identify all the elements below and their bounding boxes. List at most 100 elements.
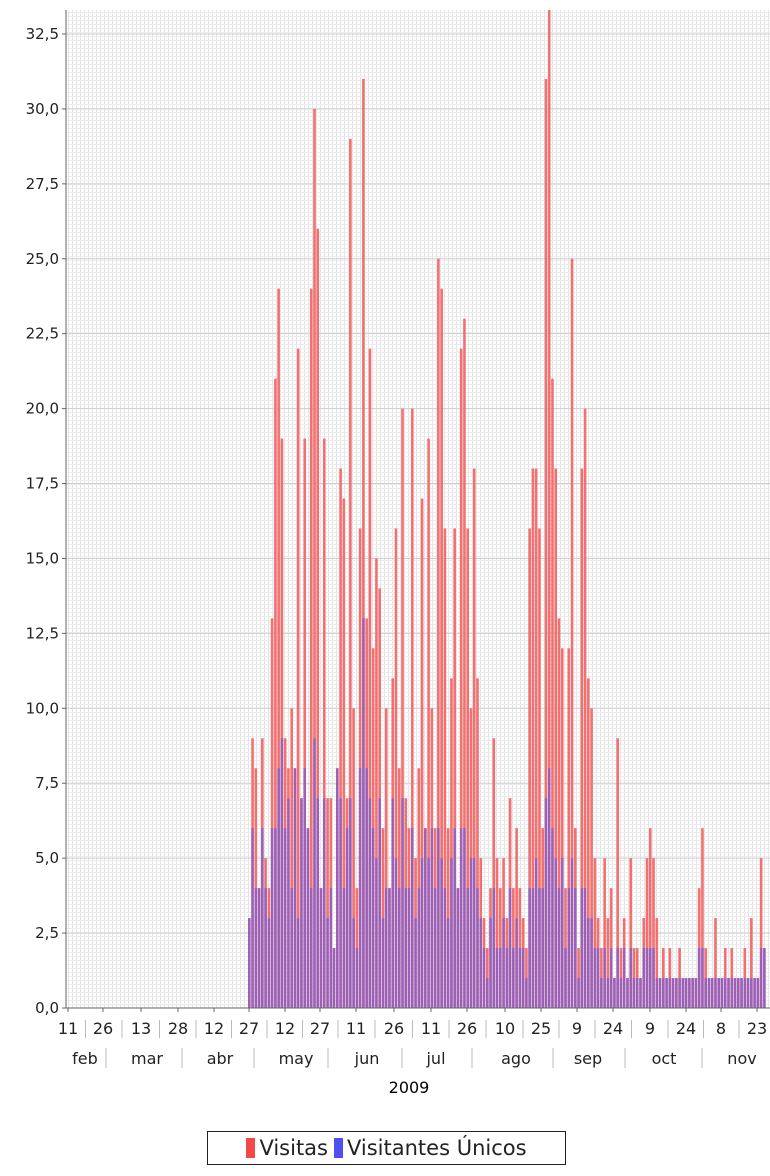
legend-label-visitas: Visitas: [259, 1136, 328, 1160]
bar-visitantes-unicos: [283, 828, 287, 1008]
bar-visitantes-unicos: [737, 978, 740, 1008]
bar-visitas: [274, 378, 277, 1009]
bar-visitantes-unicos: [606, 978, 610, 1008]
bar-visitantes-unicos: [342, 888, 346, 1008]
bar-visitantes-unicos: [450, 858, 453, 1008]
chart-legend: Visitas Visitantes Únicos: [207, 1131, 566, 1165]
y-tick-label: 2,5: [35, 924, 59, 942]
bar-visitantes-unicos: [417, 888, 421, 1008]
bar-visitantes-unicos: [261, 828, 264, 1008]
bar-visitantes-unicos: [427, 858, 430, 1008]
bar-visitas: [567, 648, 571, 1008]
bar-visitas: [750, 918, 753, 1008]
bar-visitantes-unicos: [339, 798, 342, 1008]
bar-visitas: [583, 408, 587, 1008]
bar-visitantes-unicos: [544, 798, 548, 1008]
bar-visitas: [463, 318, 466, 1009]
x-tick-label: 12: [204, 1019, 224, 1038]
bar-visitantes-unicos: [440, 858, 443, 1008]
bar-visitantes-unicos: [534, 858, 538, 1008]
bar-visitantes-unicos: [430, 828, 434, 1008]
bar-visitantes-unicos: [352, 918, 355, 1008]
bar-visitantes-unicos: [639, 978, 642, 1008]
bar-visitantes-unicos: [697, 948, 701, 1008]
bar-visitas: [339, 468, 342, 1008]
bar-visitantes-unicos: [759, 948, 763, 1008]
x-tick-label: 23: [747, 1019, 767, 1038]
bar-visitantes-unicos: [371, 828, 375, 1008]
bar-visitas: [606, 918, 610, 1008]
bar-visitantes-unicos: [306, 828, 310, 1008]
series-visitantes-unicos: [248, 618, 766, 1008]
bar-visitantes-unicos: [648, 948, 652, 1008]
bar-visitantes-unicos: [600, 978, 603, 1008]
bar-visitantes-unicos: [401, 798, 404, 1008]
x-tick-label: 24: [676, 1019, 696, 1038]
bar-visitantes-unicos: [743, 978, 747, 1008]
bar-visitas: [531, 468, 535, 1008]
bar-visitantes-unicos: [326, 918, 329, 1008]
bar-visitantes-unicos: [316, 798, 320, 1008]
bar-visitas: [303, 438, 307, 1008]
bar-visitantes-unicos: [521, 948, 525, 1008]
bar-visitas: [290, 708, 293, 1008]
bar-visitantes-unicos: [248, 918, 251, 1008]
bar-visitantes-unicos: [257, 888, 261, 1008]
bar-visitantes-unicos: [388, 888, 391, 1008]
bar-visitantes-unicos: [397, 888, 401, 1008]
bar-visitantes-unicos: [508, 888, 512, 1008]
x-month-label: jun: [354, 1049, 380, 1068]
bar-visitantes-unicos: [635, 978, 639, 1008]
bar-visitas: [495, 858, 499, 1008]
legend-swatch-visitantes-unicos: [334, 1138, 343, 1158]
bar-visitas: [326, 798, 329, 1008]
y-tick-label: 15,0: [26, 549, 59, 567]
bar-visitantes-unicos: [446, 918, 450, 1008]
bar-visitas: [652, 858, 655, 1008]
bar-visitantes-unicos: [329, 888, 333, 1008]
bar-visitas: [534, 468, 538, 1008]
bar-visitas: [560, 648, 564, 1008]
bar-visitantes-unicos: [694, 978, 698, 1008]
x-tick-label: 10: [495, 1019, 515, 1038]
bar-visitas: [313, 108, 316, 1009]
bar-visitantes-unicos: [499, 948, 502, 1008]
bar-visitas: [450, 678, 453, 1008]
x-tick-label: 27: [310, 1019, 330, 1038]
x-axis-ticks: 11 26 13 28 12 27 12 27 11 26 11 26 10 25 9 24 9 24 8 23: [58, 1008, 767, 1038]
bar-visitas: [352, 708, 355, 1008]
bar-visitantes-unicos: [476, 888, 479, 1008]
bar-visitas: [616, 738, 619, 1008]
x-axis-months: feb mar abr may jun jul ago sep oct nov: [72, 1048, 757, 1068]
x-month-label: jul: [425, 1049, 445, 1068]
bar-visitas: [349, 138, 352, 1009]
bar-visitantes-unicos: [564, 948, 567, 1008]
bar-visitantes-unicos: [753, 978, 756, 1008]
x-tick-label: 26: [457, 1019, 477, 1038]
bar-visitas: [309, 288, 313, 1009]
bar-visitantes-unicos: [287, 798, 290, 1008]
legend-item-visitas: Visitas: [246, 1136, 328, 1160]
bar-visitas: [437, 258, 440, 1009]
bar-visitas: [492, 738, 496, 1008]
bar-visitantes-unicos: [502, 918, 505, 1008]
bar-visitas: [296, 348, 300, 1009]
bar-visitantes-unicos: [296, 918, 300, 1008]
bar-visitantes-unicos: [309, 888, 313, 1008]
bar-visitas: [587, 678, 590, 1008]
y-tick-label: 25,0: [26, 250, 59, 268]
bar-visitantes-unicos: [349, 798, 352, 1008]
y-tick-label: 12,5: [26, 624, 59, 642]
bar-visitas: [557, 618, 561, 1008]
bar-visitas: [277, 288, 280, 1009]
bar-visitantes-unicos: [437, 828, 440, 1008]
bar-visitas: [645, 858, 649, 1008]
bar-visitantes-unicos: [609, 948, 613, 1008]
bar-visitantes-unicos: [420, 858, 424, 1008]
bar-visitantes-unicos: [652, 948, 655, 1008]
y-tick-label: 7,5: [35, 774, 59, 792]
bar-visitantes-unicos: [710, 978, 714, 1008]
x-tick-label: 13: [131, 1019, 151, 1038]
y-tick-label: 30,0: [26, 100, 59, 118]
bar-visitantes-unicos: [662, 978, 665, 1008]
